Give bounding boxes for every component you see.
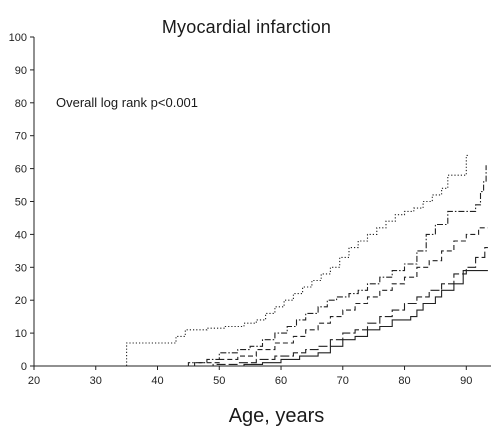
x-tick-label: 70 bbox=[337, 375, 349, 387]
x-tick-label: 40 bbox=[151, 375, 163, 387]
axes: 0 10 20 30 40 50 60 70 80 90 100 20 30 40 50 60 70 80 90 bbox=[9, 32, 491, 387]
y-tick-label: 30 bbox=[15, 262, 27, 274]
y-tick-label: 70 bbox=[15, 131, 27, 143]
x-tick-label: 20 bbox=[28, 375, 40, 387]
x-tick-label: 30 bbox=[90, 375, 102, 387]
y-tick-label: 10 bbox=[15, 328, 27, 340]
series-line-long-dash bbox=[182, 247, 488, 367]
chart-title: Myocardial infarction bbox=[161, 17, 332, 37]
y-tick-label: 0 bbox=[21, 361, 27, 373]
x-tick-label: 90 bbox=[460, 375, 472, 387]
series-line-dash-dot bbox=[176, 165, 487, 367]
y-tick-label: 50 bbox=[15, 197, 27, 209]
log-rank-annotation: Overall log rank p<0.001 bbox=[56, 95, 199, 110]
series-line-solid bbox=[188, 270, 488, 367]
x-tick-label: 50 bbox=[213, 375, 225, 387]
y-tick-label: 60 bbox=[15, 164, 27, 176]
series-layer bbox=[34, 154, 488, 367]
y-tick-label: 100 bbox=[9, 32, 27, 44]
x-tick-label: 80 bbox=[398, 375, 410, 387]
y-tick-label: 90 bbox=[15, 65, 27, 77]
x-tick-label: 60 bbox=[275, 375, 287, 387]
series-line-dotted bbox=[34, 154, 469, 367]
y-tick-label: 80 bbox=[15, 98, 27, 110]
y-tick-label: 40 bbox=[15, 229, 27, 241]
x-axis-label: Age, years bbox=[228, 405, 325, 427]
y-tick-label: 20 bbox=[15, 295, 27, 307]
series-line-dashed bbox=[169, 227, 488, 367]
